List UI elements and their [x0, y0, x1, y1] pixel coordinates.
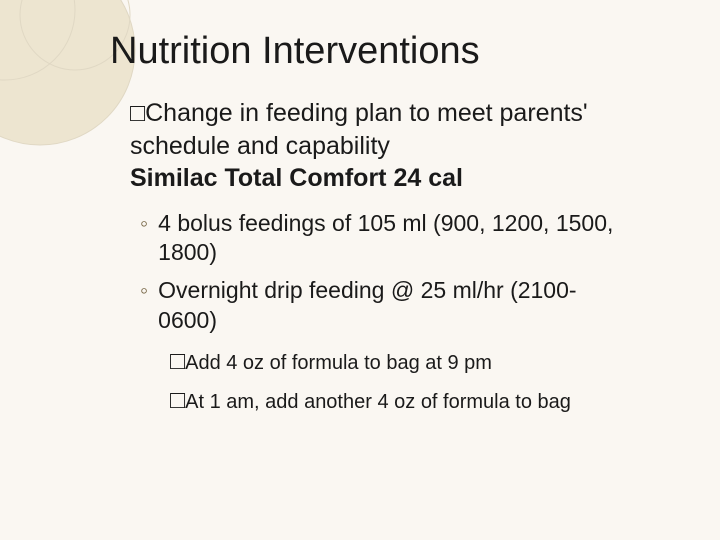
level1-block: □Change in feeding plan to meet parents'…: [130, 97, 660, 195]
checkbox-icon: □: [170, 347, 185, 375]
level3-item: □At 1 am, add another 4 oz of formula to…: [170, 383, 660, 418]
checkbox-icon: □: [170, 386, 185, 414]
level2-item0-line1: 4 bolus feedings of 105 ml (900, 1200, 1…: [158, 210, 613, 236]
slide-title: Nutrition Interventions: [110, 30, 660, 73]
level3-item0: Add 4 oz of formula to bag at 9 pm: [185, 352, 492, 374]
level3-item: □Add 4 oz of formula to bag at 9 pm: [170, 344, 660, 379]
bullet-icon: ◦: [140, 276, 148, 336]
level2-list: ◦ 4 bolus feedings of 105 ml (900, 1200,…: [140, 209, 660, 337]
level2-item: ◦ 4 bolus feedings of 105 ml (900, 1200,…: [140, 209, 660, 269]
level2-item: ◦ Overnight drip feeding @ 25 ml/hr (210…: [140, 276, 660, 336]
level2-item1-line2: 0600): [158, 307, 217, 333]
level3-list: □Add 4 oz of formula to bag at 9 pm □At …: [170, 344, 660, 418]
slide-content: Nutrition Interventions □Change in feedi…: [0, 0, 720, 452]
level2-item0-line2: 1800): [158, 239, 217, 265]
level1-line3: Similac Total Comfort 24 cal: [130, 164, 463, 192]
level1-line2: schedule and capability: [130, 132, 390, 160]
level1-line1: Change in feeding plan to meet parents': [145, 99, 588, 127]
checkbox-icon: □: [130, 99, 145, 127]
level3-item1: At 1 am, add another 4 oz of formula to …: [185, 391, 571, 413]
bullet-icon: ◦: [140, 209, 148, 269]
level2-item1-line1: Overnight drip feeding @ 25 ml/hr (2100-: [158, 277, 576, 303]
